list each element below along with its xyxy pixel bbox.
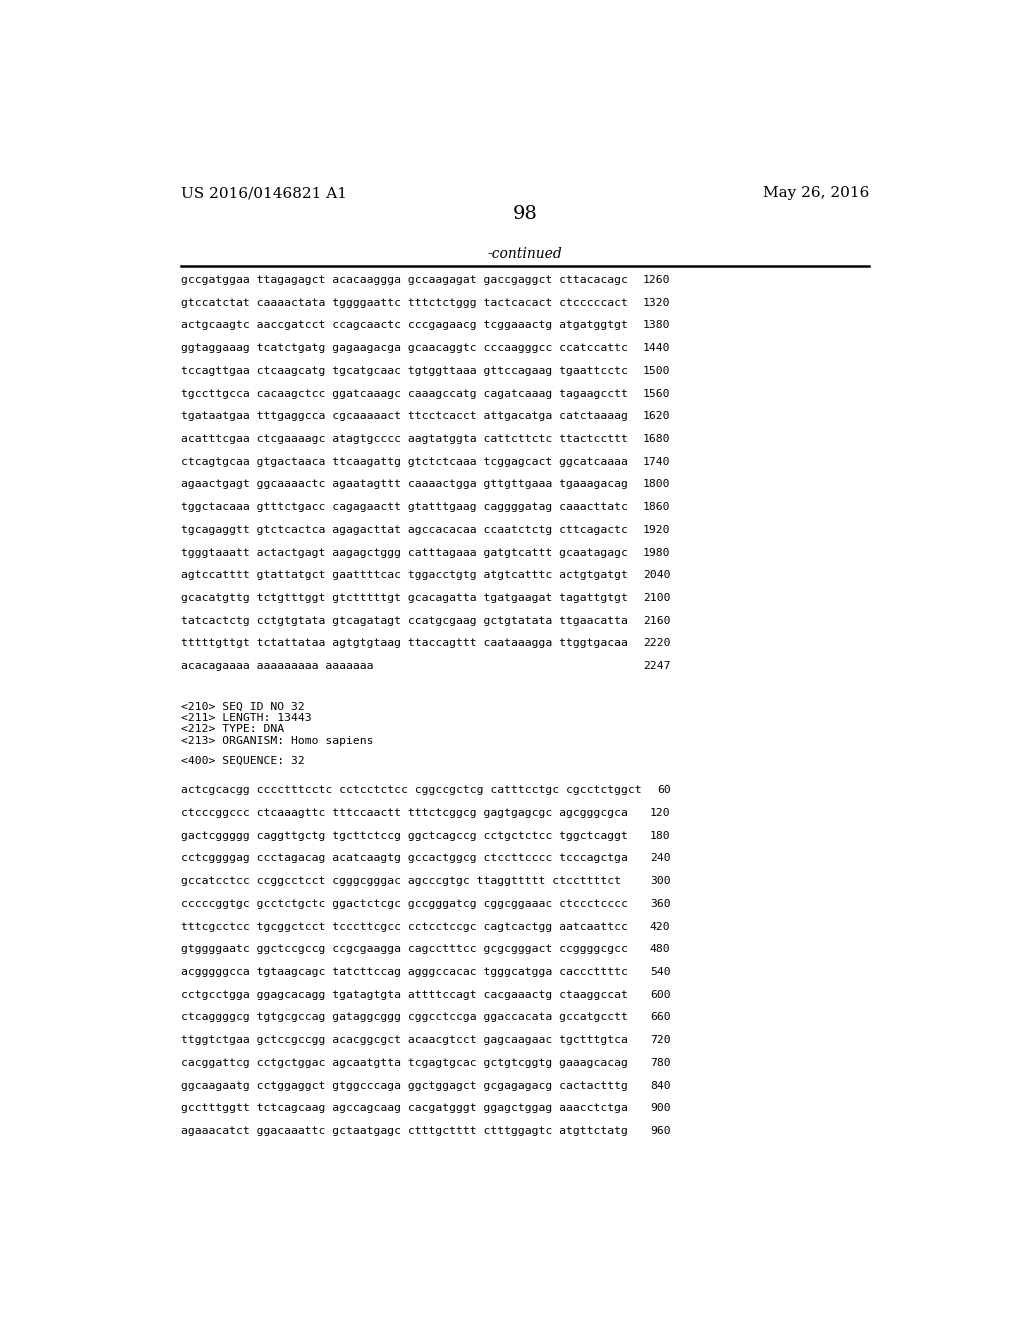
Text: gactcggggg caggttgctg tgcttctccg ggctcagccg cctgctctcc tggctcaggt: gactcggggg caggttgctg tgcttctccg ggctcag…	[180, 830, 628, 841]
Text: ctcagtgcaa gtgactaaca ttcaagattg gtctctcaaa tcggagcact ggcatcaaaa: ctcagtgcaa gtgactaaca ttcaagattg gtctctc…	[180, 457, 628, 467]
Text: 720: 720	[650, 1035, 671, 1045]
Text: cctcggggag ccctagacag acatcaagtg gccactggcg ctccttcccc tcccagctga: cctcggggag ccctagacag acatcaagtg gccactg…	[180, 853, 628, 863]
Text: agaaacatct ggacaaattc gctaatgagc ctttgctttt ctttggagtc atgttctatg: agaaacatct ggacaaattc gctaatgagc ctttgct…	[180, 1126, 628, 1137]
Text: 1920: 1920	[643, 525, 671, 535]
Text: 120: 120	[650, 808, 671, 818]
Text: <211> LENGTH: 13443: <211> LENGTH: 13443	[180, 713, 311, 723]
Text: 1500: 1500	[643, 366, 671, 376]
Text: gcctttggtt tctcagcaag agccagcaag cacgatgggt ggagctggag aaacctctga: gcctttggtt tctcagcaag agccagcaag cacgatg…	[180, 1104, 628, 1113]
Text: tggctacaaa gtttctgacc cagagaactt gtatttgaag caggggatag caaacttatc: tggctacaaa gtttctgacc cagagaactt gtatttg…	[180, 502, 628, 512]
Text: 840: 840	[650, 1081, 671, 1090]
Text: cctgcctgga ggagcacagg tgatagtgta attttccagt cacgaaactg ctaaggccat: cctgcctgga ggagcacagg tgatagtgta attttcc…	[180, 990, 628, 999]
Text: 1980: 1980	[643, 548, 671, 557]
Text: ttggtctgaa gctccgccgg acacggcgct acaacgtcct gagcaagaac tgctttgtca: ttggtctgaa gctccgccgg acacggcgct acaacgt…	[180, 1035, 628, 1045]
Text: 1800: 1800	[643, 479, 671, 490]
Text: 1680: 1680	[643, 434, 671, 444]
Text: gccatcctcc ccggcctcct cgggcgggac agcccgtgc ttaggttttt ctccttttct: gccatcctcc ccggcctcct cgggcgggac agcccgt…	[180, 876, 621, 886]
Text: 1380: 1380	[643, 321, 671, 330]
Text: 1860: 1860	[643, 502, 671, 512]
Text: tgataatgaa tttgaggcca cgcaaaaact ttcctcacct attgacatga catctaaaag: tgataatgaa tttgaggcca cgcaaaaact ttcctca…	[180, 412, 628, 421]
Text: 1620: 1620	[643, 412, 671, 421]
Text: 1260: 1260	[643, 275, 671, 285]
Text: acgggggcca tgtaagcagc tatcttccag agggccacac tgggcatgga cacccttttc: acgggggcca tgtaagcagc tatcttccag agggcca…	[180, 968, 628, 977]
Text: gtccatctat caaaactata tggggaattc tttctctggg tactcacact ctcccccact: gtccatctat caaaactata tggggaattc tttctct…	[180, 298, 628, 308]
Text: <212> TYPE: DNA: <212> TYPE: DNA	[180, 725, 284, 734]
Text: tttcgcctcc tgcggctcct tcccttcgcc cctcctccgc cagtcactgg aatcaattcc: tttcgcctcc tgcggctcct tcccttcgcc cctcctc…	[180, 921, 628, 932]
Text: cacggattcg cctgctggac agcaatgtta tcgagtgcac gctgtcggtg gaaagcacag: cacggattcg cctgctggac agcaatgtta tcgagtg…	[180, 1057, 628, 1068]
Text: ggtaggaaag tcatctgatg gagaagacga gcaacaggtc cccaagggcc ccatccattc: ggtaggaaag tcatctgatg gagaagacga gcaacag…	[180, 343, 628, 354]
Text: 2040: 2040	[643, 570, 671, 581]
Text: May 26, 2016: May 26, 2016	[763, 186, 869, 201]
Text: 2100: 2100	[643, 593, 671, 603]
Text: <213> ORGANISM: Homo sapiens: <213> ORGANISM: Homo sapiens	[180, 735, 373, 746]
Text: 960: 960	[650, 1126, 671, 1137]
Text: cccccggtgc gcctctgctc ggactctcgc gccgggatcg cggcggaaac ctccctcccc: cccccggtgc gcctctgctc ggactctcgc gccggga…	[180, 899, 628, 908]
Text: tgggtaaatt actactgagt aagagctggg catttagaaa gatgtcattt gcaatagagc: tgggtaaatt actactgagt aagagctggg catttag…	[180, 548, 628, 557]
Text: 1320: 1320	[643, 298, 671, 308]
Text: gcacatgttg tctgtttggt gtctttttgt gcacagatta tgatgaagat tagattgtgt: gcacatgttg tctgtttggt gtctttttgt gcacaga…	[180, 593, 628, 603]
Text: 1740: 1740	[643, 457, 671, 467]
Text: actgcaagtc aaccgatcct ccagcaactc cccgagaacg tcggaaactg atgatggtgt: actgcaagtc aaccgatcct ccagcaactc cccgaga…	[180, 321, 628, 330]
Text: tgcagaggtt gtctcactca agagacttat agccacacaa ccaatctctg cttcagactc: tgcagaggtt gtctcactca agagacttat agccaca…	[180, 525, 628, 535]
Text: 240: 240	[650, 853, 671, 863]
Text: agaactgagt ggcaaaactc agaatagttt caaaactgga gttgttgaaa tgaaagacag: agaactgagt ggcaaaactc agaatagttt caaaact…	[180, 479, 628, 490]
Text: 1440: 1440	[643, 343, 671, 354]
Text: 600: 600	[650, 990, 671, 999]
Text: 2247: 2247	[643, 661, 671, 671]
Text: -continued: -continued	[487, 247, 562, 261]
Text: gtggggaatc ggctccgccg ccgcgaagga cagcctttcc gcgcgggact ccggggcgcc: gtggggaatc ggctccgccg ccgcgaagga cagcctt…	[180, 944, 628, 954]
Text: 480: 480	[650, 944, 671, 954]
Text: 780: 780	[650, 1057, 671, 1068]
Text: ctcaggggcg tgtgcgccag gataggcggg cggcctccga ggaccacata gccatgcctt: ctcaggggcg tgtgcgccag gataggcggg cggcctc…	[180, 1012, 628, 1023]
Text: agtccatttt gtattatgct gaattttcac tggacctgtg atgtcatttc actgtgatgt: agtccatttt gtattatgct gaattttcac tggacct…	[180, 570, 628, 581]
Text: 2160: 2160	[643, 616, 671, 626]
Text: 660: 660	[650, 1012, 671, 1023]
Text: 98: 98	[512, 205, 538, 223]
Text: ggcaagaatg cctggaggct gtggcccaga ggctggagct gcgagagacg cactactttg: ggcaagaatg cctggaggct gtggcccaga ggctgga…	[180, 1081, 628, 1090]
Text: tatcactctg cctgtgtata gtcagatagt ccatgcgaag gctgtatata ttgaacatta: tatcactctg cctgtgtata gtcagatagt ccatgcg…	[180, 616, 628, 626]
Text: 420: 420	[650, 921, 671, 932]
Text: 2220: 2220	[643, 639, 671, 648]
Text: acatttcgaa ctcgaaaagc atagtgcccc aagtatggta cattcttctc ttactccttt: acatttcgaa ctcgaaaagc atagtgcccc aagtatg…	[180, 434, 628, 444]
Text: 540: 540	[650, 968, 671, 977]
Text: tccagttgaa ctcaagcatg tgcatgcaac tgtggttaaa gttccagaag tgaattcctc: tccagttgaa ctcaagcatg tgcatgcaac tgtggtt…	[180, 366, 628, 376]
Text: 60: 60	[656, 785, 671, 795]
Text: 1560: 1560	[643, 388, 671, 399]
Text: <400> SEQUENCE: 32: <400> SEQUENCE: 32	[180, 755, 304, 766]
Text: 360: 360	[650, 899, 671, 908]
Text: tttttgttgt tctattataa agtgtgtaag ttaccagttt caataaagga ttggtgacaa: tttttgttgt tctattataa agtgtgtaag ttaccag…	[180, 639, 628, 648]
Text: ctcccggccc ctcaaagttc tttccaactt tttctcggcg gagtgagcgc agcgggcgca: ctcccggccc ctcaaagttc tttccaactt tttctcg…	[180, 808, 628, 818]
Text: tgccttgcca cacaagctcc ggatcaaagc caaagccatg cagatcaaag tagaagcctt: tgccttgcca cacaagctcc ggatcaaagc caaagcc…	[180, 388, 628, 399]
Text: 300: 300	[650, 876, 671, 886]
Text: acacagaaaa aaaaaaaaa aaaaaaa: acacagaaaa aaaaaaaaa aaaaaaa	[180, 661, 373, 671]
Text: 180: 180	[650, 830, 671, 841]
Text: gccgatggaa ttagagagct acacaaggga gccaagagat gaccgaggct cttacacagc: gccgatggaa ttagagagct acacaaggga gccaaga…	[180, 275, 628, 285]
Text: actcgcacgg cccctttcctc cctcctctcc cggccgctcg catttcctgc cgcctctggct: actcgcacgg cccctttcctc cctcctctcc cggccg…	[180, 785, 641, 795]
Text: 900: 900	[650, 1104, 671, 1113]
Text: US 2016/0146821 A1: US 2016/0146821 A1	[180, 186, 347, 201]
Text: <210> SEQ ID NO 32: <210> SEQ ID NO 32	[180, 702, 304, 711]
